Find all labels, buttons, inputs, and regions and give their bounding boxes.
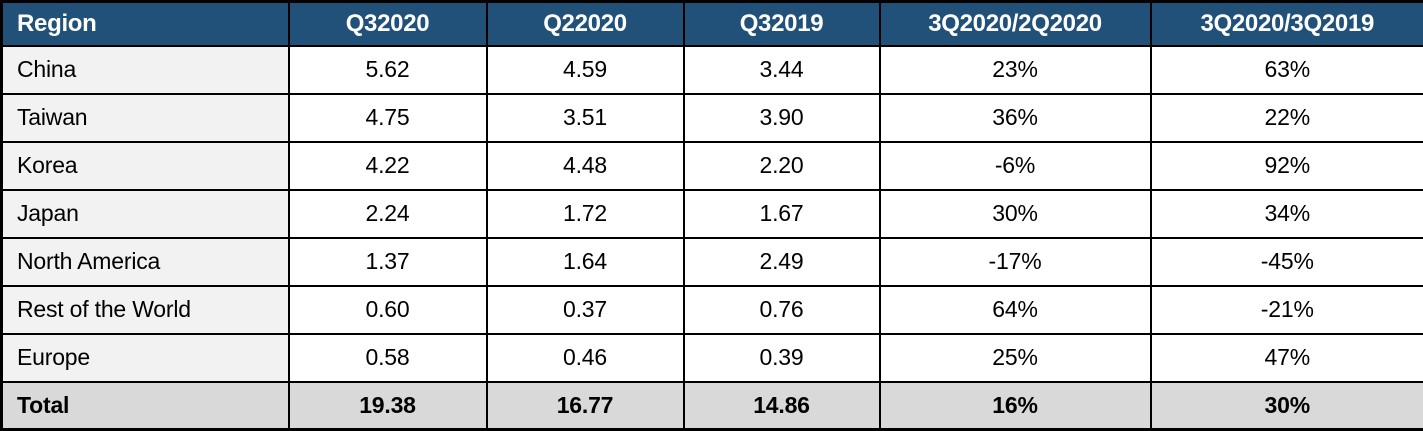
region-cell: China (2, 46, 289, 94)
table-row-europe: Europe 0.58 0.46 0.39 25% 47% (2, 334, 1423, 382)
value-cell: 1.64 (487, 238, 684, 286)
value-cell: 2.24 (289, 190, 487, 238)
value-cell: 3.90 (684, 94, 880, 142)
value-cell: 0.60 (289, 286, 487, 334)
column-header-q22020: Q22020 (487, 2, 684, 46)
value-cell: 34% (1151, 190, 1423, 238)
total-label-cell: Total (2, 382, 289, 430)
region-cell: Europe (2, 334, 289, 382)
value-cell: 23% (880, 46, 1151, 94)
value-cell: 3.44 (684, 46, 880, 94)
value-cell: 4.75 (289, 94, 487, 142)
table-row-china: China 5.62 4.59 3.44 23% 63% (2, 46, 1423, 94)
value-cell: 3.51 (487, 94, 684, 142)
table-row-taiwan: Taiwan 4.75 3.51 3.90 36% 22% (2, 94, 1423, 142)
column-header-q32020: Q32020 (289, 2, 487, 46)
value-cell: 0.39 (684, 334, 880, 382)
region-cell: Japan (2, 190, 289, 238)
column-header-region: Region (2, 2, 289, 46)
value-cell: 64% (880, 286, 1151, 334)
total-row: Total 19.38 16.77 14.86 16% 30% (2, 382, 1423, 430)
value-cell: 0.76 (684, 286, 880, 334)
value-cell: 22% (1151, 94, 1423, 142)
total-value-cell: 30% (1151, 382, 1423, 430)
table-row-japan: Japan 2.24 1.72 1.67 30% 34% (2, 190, 1423, 238)
value-cell: 0.37 (487, 286, 684, 334)
value-cell: 2.20 (684, 142, 880, 190)
total-value-cell: 16% (880, 382, 1151, 430)
region-cell: Korea (2, 142, 289, 190)
value-cell: 4.48 (487, 142, 684, 190)
table-row-rest-of-world: Rest of the World 0.60 0.37 0.76 64% -21… (2, 286, 1423, 334)
total-value-cell: 16.77 (487, 382, 684, 430)
value-cell: 1.67 (684, 190, 880, 238)
value-cell: 30% (880, 190, 1151, 238)
value-cell: 1.72 (487, 190, 684, 238)
value-cell: 36% (880, 94, 1151, 142)
value-cell: 1.37 (289, 238, 487, 286)
column-header-q32019: Q32019 (684, 2, 880, 46)
table-row-korea: Korea 4.22 4.48 2.20 -6% 92% (2, 142, 1423, 190)
value-cell: -17% (880, 238, 1151, 286)
region-cell: Taiwan (2, 94, 289, 142)
value-cell: -6% (880, 142, 1151, 190)
table-row-north-america: North America 1.37 1.64 2.49 -17% -45% (2, 238, 1423, 286)
value-cell: 63% (1151, 46, 1423, 94)
value-cell: -21% (1151, 286, 1423, 334)
value-cell: 5.62 (289, 46, 487, 94)
value-cell: 92% (1151, 142, 1423, 190)
value-cell: 0.58 (289, 334, 487, 382)
column-header-yoy: 3Q2020/3Q2019 (1151, 2, 1423, 46)
column-header-qoq: 3Q2020/2Q2020 (880, 2, 1151, 46)
value-cell: 25% (880, 334, 1151, 382)
value-cell: 4.59 (487, 46, 684, 94)
value-cell: 0.46 (487, 334, 684, 382)
value-cell: 2.49 (684, 238, 880, 286)
value-cell: -45% (1151, 238, 1423, 286)
value-cell: 4.22 (289, 142, 487, 190)
total-value-cell: 14.86 (684, 382, 880, 430)
header-row: Region Q32020 Q22020 Q32019 3Q2020/2Q202… (2, 2, 1423, 46)
region-cell: North America (2, 238, 289, 286)
region-cell: Rest of the World (2, 286, 289, 334)
total-value-cell: 19.38 (289, 382, 487, 430)
value-cell: 47% (1151, 334, 1423, 382)
